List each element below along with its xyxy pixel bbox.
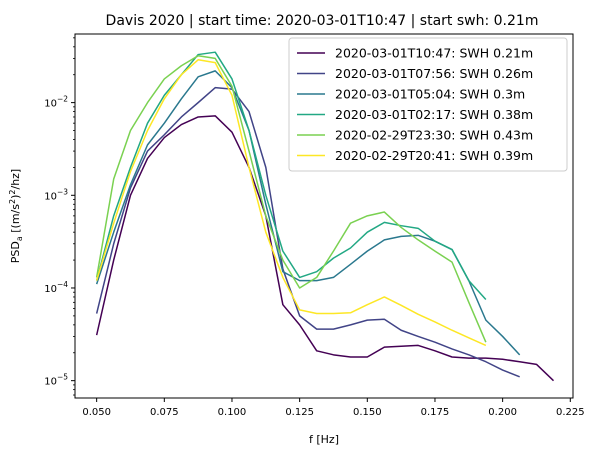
y-tick-label: 10−4 (44, 280, 68, 295)
x-tick-label: 0.050 (82, 407, 111, 418)
legend-entry: 2020-03-01T02:17: SWH 0.38m (335, 107, 533, 122)
x-tick-label: 0.100 (218, 407, 247, 418)
y-axis-label-unit-open: [(m/s (9, 204, 22, 237)
y-axis-label-unit-close: ) (9, 195, 22, 199)
series-layer (95, 51, 555, 382)
y-axis: 10−5 10−4 10−3 10−2 (44, 37, 75, 396)
y-axis-label-unit-sup: 2 (8, 199, 17, 204)
legend: 2020-03-01T10:47: SWH 0.21m 2020-03-01T07… (288, 37, 568, 172)
x-tick-label: 0.175 (421, 407, 450, 418)
y-axis-label-main: PSD (9, 241, 22, 263)
series-line-6 (95, 59, 487, 347)
x-axis-label: f [Hz] (309, 433, 339, 446)
legend-entry: 2020-03-01T07:56: SWH 0.26m (335, 66, 533, 81)
y-axis-label: PSDa [(m/s2)2/hz] (8, 169, 24, 263)
legend-box (288, 37, 568, 172)
legend-entry: 2020-03-01T10:47: SWH 0.21m (335, 46, 533, 61)
y-tick-label: 10−5 (44, 373, 68, 388)
chart-title: Davis 2020 | start time: 2020-03-01T10:4… (106, 13, 539, 29)
legend-entry: 2020-02-29T23:30: SWH 0.43m (335, 128, 533, 143)
y-axis-label-unit-end: /hz] (9, 169, 22, 190)
x-tick-label: 0.075 (150, 407, 179, 418)
legend-entry: 2020-02-29T20:41: SWH 0.39m (335, 148, 533, 163)
x-tick-label: 0.200 (488, 407, 517, 418)
x-axis: 0.050 0.075 0.100 0.125 0.150 0.175 0.200 0.225 (82, 398, 585, 418)
y-axis-label-unit-sup2: 2 (8, 190, 17, 195)
x-tick-label: 0.150 (353, 407, 382, 418)
x-tick-label: 0.125 (285, 407, 314, 418)
legend-entry: 2020-03-01T05:04: SWH 0.3m (335, 87, 525, 102)
series-line-2 (95, 86, 520, 378)
series-line-4 (95, 51, 487, 301)
y-tick-label: 10−3 (44, 187, 68, 202)
y-axis-label-sub: a (15, 236, 24, 241)
series-line-5 (95, 55, 487, 343)
x-tick-label: 0.225 (556, 407, 585, 418)
y-tick-label: 10−2 (44, 95, 68, 110)
